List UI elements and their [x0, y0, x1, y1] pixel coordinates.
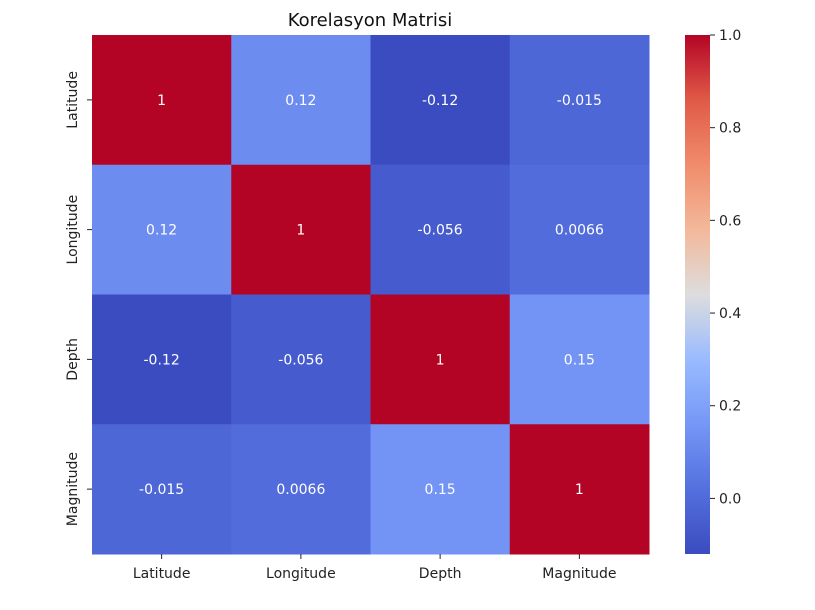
- cell-annotation: 1: [575, 482, 584, 498]
- cell-annotation: 0.15: [564, 352, 595, 368]
- cell-annotation: 1: [157, 93, 166, 109]
- chart-title: Korelasyon Matrisi: [288, 10, 453, 31]
- heatmap-cell: [370, 164, 511, 295]
- colorbar-tick-label: 0.4: [719, 306, 741, 322]
- cell-annotation: 0.12: [146, 223, 177, 239]
- heatmap-annotations: 1 0.12 -0.12 -0.015 0.12 1 -0.056 0.0066 -0.12 -0…: [139, 93, 604, 498]
- cell-annotation: -0.12: [422, 93, 458, 109]
- heatmap-cell: [231, 424, 371, 555]
- heatmap-cell: [370, 35, 511, 166]
- heatmap-cell: [370, 424, 511, 555]
- y-tick-label: Magnitude: [65, 452, 81, 526]
- heatmap-cell: [92, 164, 232, 295]
- x-tick-label: Depth: [419, 566, 462, 582]
- colorbar-tick-label: 0.2: [719, 399, 741, 415]
- colorbar: 0.0 0.2 0.4 0.6 0.8 1.0: [685, 28, 741, 554]
- x-tick-label: Longitude: [266, 566, 336, 582]
- cell-annotation: 0.0066: [276, 482, 325, 498]
- x-axis: Latitude Longitude Depth Magnitude: [133, 554, 616, 582]
- cell-annotation: 1: [436, 352, 445, 368]
- heatmap-cell: [92, 424, 232, 555]
- colorbar-gradient: [685, 35, 710, 554]
- y-tick-label: Longitude: [65, 195, 81, 265]
- heatmap-cell: [509, 164, 650, 295]
- heatmap-cells: [92, 35, 650, 555]
- cell-annotation: -0.015: [557, 93, 602, 109]
- colorbar-tick-label: 0.8: [719, 121, 741, 137]
- y-tick-label: Latitude: [65, 71, 81, 129]
- heatmap-cell: [509, 294, 650, 425]
- colorbar-ticks: 0.0 0.2 0.4 0.6 0.8 1.0: [710, 28, 741, 507]
- heatmap-cell: [509, 424, 650, 555]
- y-axis: Latitude Longitude Depth Magnitude: [65, 71, 92, 526]
- heatmap-cell: [92, 35, 232, 166]
- cell-annotation: -0.015: [139, 482, 184, 498]
- colorbar-tick-label: 0.6: [719, 213, 741, 229]
- cell-annotation: 0.15: [425, 482, 456, 498]
- cell-annotation: -0.056: [418, 223, 463, 239]
- heatmap-cell: [231, 164, 371, 295]
- colorbar-tick-label: 1.0: [719, 28, 741, 44]
- heatmap-cell: [370, 294, 511, 425]
- cell-annotation: 1: [296, 223, 305, 239]
- colorbar-tick-label: 0.0: [719, 491, 741, 507]
- cell-annotation: 0.0066: [555, 223, 604, 239]
- heatmap-cell: [231, 294, 371, 425]
- heatmap-cell: [231, 35, 371, 166]
- x-tick-label: Latitude: [133, 566, 191, 582]
- cell-annotation: -0.12: [144, 352, 180, 368]
- x-tick-label: Magnitude: [542, 566, 616, 582]
- heatmap-cell: [92, 294, 232, 425]
- heatmap-cell: [509, 35, 650, 166]
- cell-annotation: -0.056: [278, 352, 323, 368]
- cell-annotation: 0.12: [285, 93, 316, 109]
- y-tick-label: Depth: [65, 338, 81, 381]
